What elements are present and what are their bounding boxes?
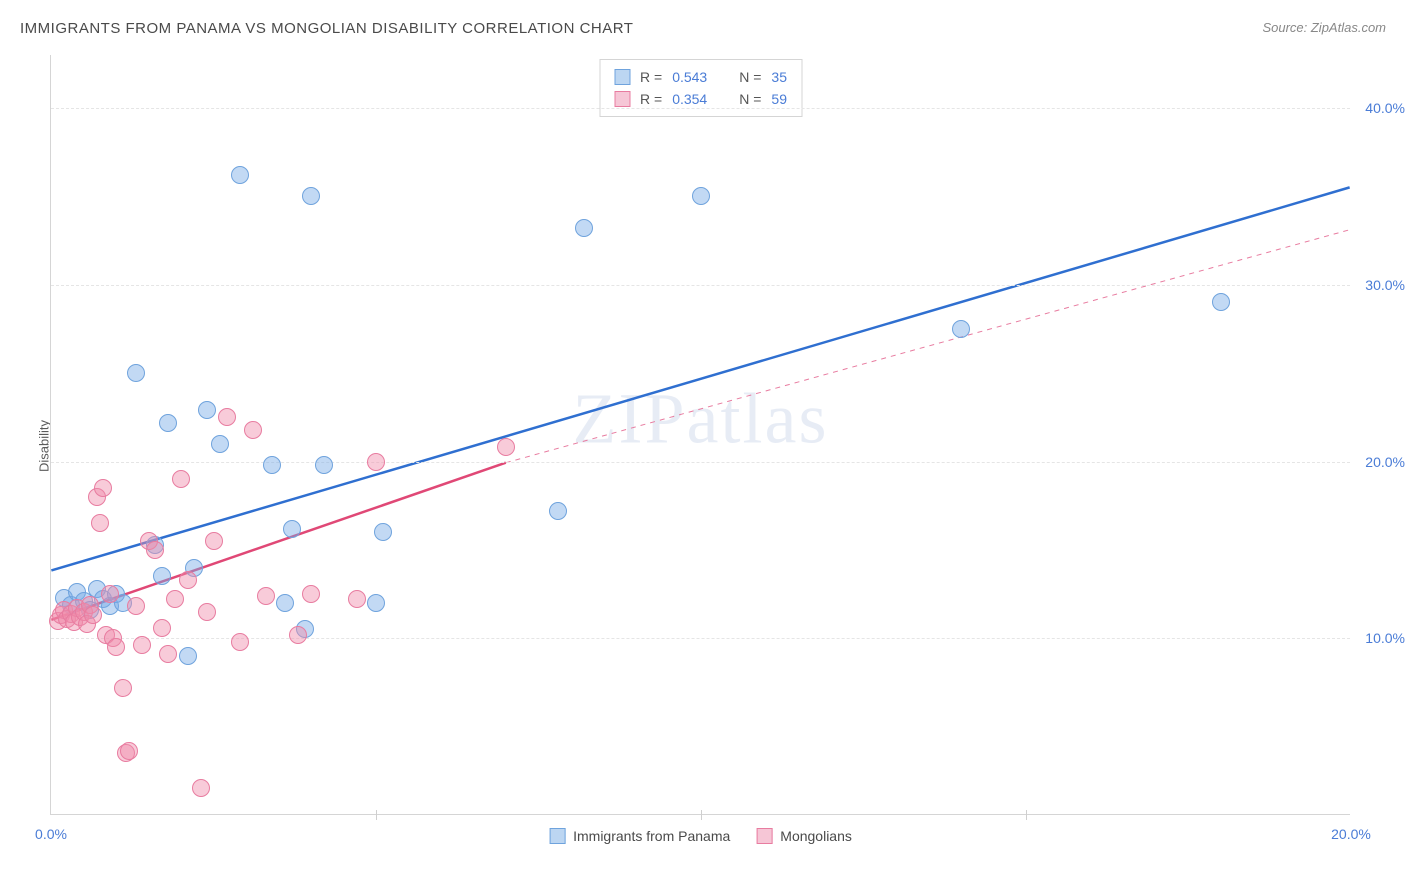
scatter-point-mongolians xyxy=(348,590,366,608)
scatter-point-mongolians xyxy=(367,453,385,471)
gridline-h xyxy=(51,108,1350,109)
y-tick-label: 30.0% xyxy=(1355,277,1405,293)
legend-swatch-mongolians xyxy=(756,828,772,844)
r-label: R = xyxy=(640,88,662,110)
scatter-point-panama xyxy=(263,456,281,474)
y-tick-label: 10.0% xyxy=(1355,630,1405,646)
plot-area: ZIPatlas R =0.543N =35R =0.354N =59 Immi… xyxy=(50,55,1350,815)
scatter-point-mongolians xyxy=(192,779,210,797)
scatter-point-panama xyxy=(179,647,197,665)
scatter-point-panama xyxy=(952,320,970,338)
scatter-point-panama xyxy=(692,187,710,205)
scatter-point-mongolians xyxy=(101,585,119,603)
watermark: ZIPatlas xyxy=(573,378,829,461)
x-tick-mark xyxy=(1026,810,1027,820)
r-label: R = xyxy=(640,66,662,88)
legend-item-panama: Immigrants from Panama xyxy=(549,828,730,844)
legend-item-mongolians: Mongolians xyxy=(756,828,852,844)
scatter-point-panama xyxy=(549,502,567,520)
scatter-point-mongolians xyxy=(120,742,138,760)
scatter-point-panama xyxy=(367,594,385,612)
scatter-point-mongolians xyxy=(114,679,132,697)
y-tick-label: 20.0% xyxy=(1355,454,1405,470)
x-tick-mark xyxy=(376,810,377,820)
y-tick-label: 40.0% xyxy=(1355,100,1405,116)
chart-title: IMMIGRANTS FROM PANAMA VS MONGOLIAN DISA… xyxy=(20,20,633,37)
scatter-point-mongolians xyxy=(244,421,262,439)
scatter-point-mongolians xyxy=(91,514,109,532)
scatter-point-panama xyxy=(231,166,249,184)
n-value: 35 xyxy=(771,66,787,88)
scatter-point-panama xyxy=(575,219,593,237)
scatter-point-mongolians xyxy=(153,619,171,637)
legend-label: Immigrants from Panama xyxy=(573,828,730,844)
scatter-point-mongolians xyxy=(172,470,190,488)
scatter-point-panama xyxy=(276,594,294,612)
scatter-point-mongolians xyxy=(302,585,320,603)
x-tick-mark xyxy=(701,810,702,820)
scatter-point-mongolians xyxy=(497,438,515,456)
scatter-point-panama xyxy=(159,414,177,432)
source-attribution: Source: ZipAtlas.com xyxy=(1262,20,1386,35)
scatter-point-panama xyxy=(198,401,216,419)
scatter-point-mongolians xyxy=(205,532,223,550)
scatter-point-mongolians xyxy=(159,645,177,663)
scatter-point-mongolians xyxy=(231,633,249,651)
scatter-point-mongolians xyxy=(179,571,197,589)
n-label: N = xyxy=(739,66,761,88)
scatter-point-mongolians xyxy=(289,626,307,644)
scatter-point-mongolians xyxy=(133,636,151,654)
legend-swatch-panama xyxy=(549,828,565,844)
gridline-h xyxy=(51,462,1350,463)
scatter-point-panama xyxy=(1212,293,1230,311)
scatter-point-mongolians xyxy=(166,590,184,608)
scatter-point-panama xyxy=(302,187,320,205)
scatter-point-mongolians xyxy=(257,587,275,605)
scatter-point-mongolians xyxy=(84,606,102,624)
scatter-point-panama xyxy=(283,520,301,538)
scatter-point-mongolians xyxy=(94,479,112,497)
scatter-point-mongolians xyxy=(107,638,125,656)
correlation-chart: IMMIGRANTS FROM PANAMA VS MONGOLIAN DISA… xyxy=(0,0,1406,892)
scatter-point-mongolians xyxy=(218,408,236,426)
n-value: 59 xyxy=(771,88,787,110)
gridline-h xyxy=(51,285,1350,286)
scatter-point-mongolians xyxy=(198,603,216,621)
legend-swatch-mongolians xyxy=(614,91,630,107)
legend-stat-row-panama: R = 0.543 N = 35 xyxy=(614,66,787,88)
legend-series: Immigrants from Panama Mongolians xyxy=(549,828,852,844)
r-value: 0.354 xyxy=(672,88,707,110)
scatter-point-panama xyxy=(374,523,392,541)
legend-label: Mongolians xyxy=(780,828,852,844)
legend-swatch-panama xyxy=(614,69,630,85)
trend-line xyxy=(51,187,1349,570)
n-label: N = xyxy=(739,88,761,110)
scatter-point-mongolians xyxy=(146,541,164,559)
trend-line xyxy=(506,230,1350,463)
scatter-point-panama xyxy=(315,456,333,474)
x-tick-label: 20.0% xyxy=(1331,826,1371,842)
scatter-point-panama xyxy=(127,364,145,382)
r-value: 0.543 xyxy=(672,66,707,88)
scatter-point-mongolians xyxy=(127,597,145,615)
x-tick-label: 0.0% xyxy=(35,826,67,842)
scatter-point-panama xyxy=(153,567,171,585)
scatter-point-panama xyxy=(211,435,229,453)
legend-stat-row-mongolians: R = 0.354 N = 59 xyxy=(614,88,787,110)
